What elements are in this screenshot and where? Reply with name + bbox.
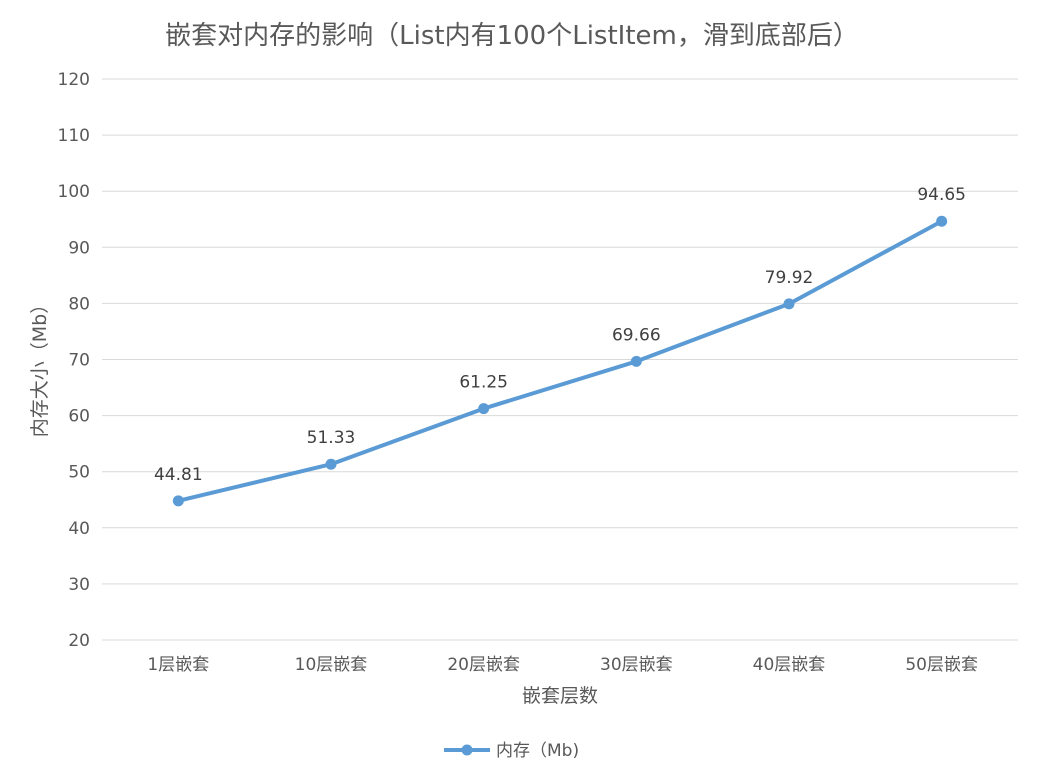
x-tick-label: 20层嵌套 xyxy=(447,655,520,675)
data-label: 44.81 xyxy=(154,465,203,485)
data-point[interactable] xyxy=(325,458,337,470)
y-tick-label: 20 xyxy=(68,631,90,651)
y-tick-label: 120 xyxy=(58,70,90,90)
data-point[interactable] xyxy=(783,298,795,310)
y-axis-title: 内存大小（Mb） xyxy=(29,295,51,437)
data-label: 51.33 xyxy=(307,428,356,448)
y-tick-label: 30 xyxy=(68,575,90,595)
x-axis-ticks: 1层嵌套 10层嵌套 20层嵌套 30层嵌套 40层嵌套 50层嵌套 xyxy=(147,655,978,675)
series-line xyxy=(176,219,944,503)
x-axis-title: 嵌套层数 xyxy=(522,685,598,707)
x-tick-label: 50层嵌套 xyxy=(905,655,978,675)
legend[interactable]: 内存（Mb) xyxy=(444,741,579,761)
data-label: 61.25 xyxy=(459,373,508,393)
x-tick-label: 10层嵌套 xyxy=(295,655,368,675)
data-labels: 44.81 51.33 61.25 69.66 79.92 94.65 xyxy=(154,185,966,485)
y-tick-label: 40 xyxy=(68,519,90,539)
x-tick-label: 40层嵌套 xyxy=(753,655,826,675)
data-point[interactable] xyxy=(630,355,642,367)
data-label: 79.92 xyxy=(765,268,814,288)
legend-label: 内存（Mb) xyxy=(496,741,579,761)
data-point[interactable] xyxy=(936,215,948,227)
y-tick-label: 80 xyxy=(68,294,90,314)
chart-title: 嵌套对内存的影响（List内有100个ListItem，滑到底部后） xyxy=(165,21,859,51)
y-tick-label: 110 xyxy=(58,126,90,146)
data-label: 94.65 xyxy=(917,185,966,205)
y-tick-label: 60 xyxy=(68,407,90,427)
data-point[interactable] xyxy=(172,495,184,507)
gridlines xyxy=(102,78,1018,641)
legend-dot-marker xyxy=(461,744,473,756)
data-point[interactable] xyxy=(478,403,490,415)
y-tick-label: 70 xyxy=(68,351,90,371)
y-tick-label: 50 xyxy=(68,463,90,483)
y-axis-ticks: 20 30 40 50 60 70 80 90 100 110 120 xyxy=(58,70,90,651)
series-group xyxy=(172,215,948,507)
x-tick-label: 30层嵌套 xyxy=(600,655,673,675)
x-tick-label: 1层嵌套 xyxy=(147,655,209,675)
y-tick-label: 90 xyxy=(68,238,90,258)
data-label: 69.66 xyxy=(612,325,661,345)
y-tick-label: 100 xyxy=(58,182,90,202)
